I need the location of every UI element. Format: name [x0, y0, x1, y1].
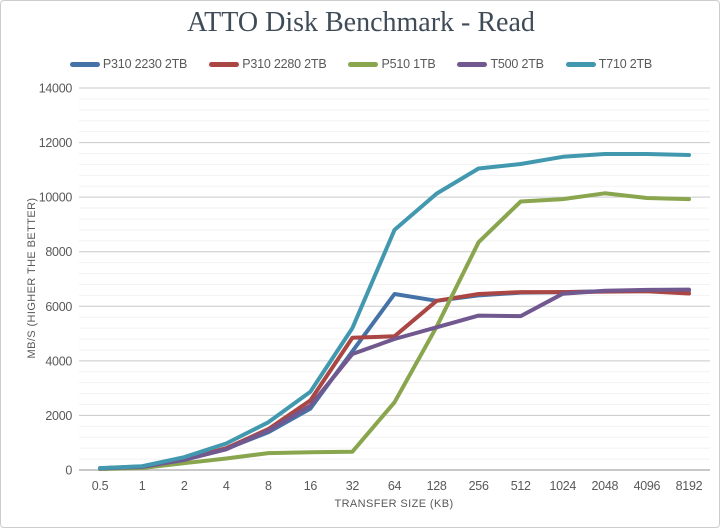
series-line-t710-2tb [98, 152, 691, 471]
x-tick-label: 0.5 [92, 479, 109, 493]
x-tick-label: 4096 [634, 479, 661, 493]
series-line-p310-2280-2tb [98, 289, 691, 471]
x-tick-label: 8 [265, 479, 272, 493]
x-tick-label: 1024 [549, 479, 576, 493]
x-tick-label: 4 [223, 479, 230, 493]
x-tick-label: 16 [304, 479, 318, 493]
y-tick-label: 10000 [39, 191, 73, 205]
x-tick-label: 8192 [676, 479, 703, 493]
x-tick-label: 32 [346, 479, 360, 493]
series-line-p510-1tb [98, 191, 691, 471]
legend-marker-icon [348, 61, 379, 67]
x-tick-label: 1 [139, 479, 146, 493]
x-tick-label: 256 [469, 479, 489, 493]
x-tick-label: 2 [181, 479, 188, 493]
legend-marker-icon [69, 61, 100, 67]
legend-label: P510 1TB [381, 57, 436, 71]
y-tick-label: 2000 [45, 409, 72, 423]
y-tick-label: 14000 [39, 82, 73, 96]
legend-label: P310 2280 2TB [242, 57, 327, 71]
legend-marker-icon [209, 61, 240, 67]
series-line-t500-2tb [98, 287, 691, 471]
legend-marker-icon [457, 61, 488, 67]
chart-legend: P310 2230 2TB P310 2280 2TB P510 1TB T500 2… [1, 57, 719, 71]
legend-item-t710-2tb: T710 2TB [565, 57, 653, 71]
legend-label: T500 2TB [490, 57, 544, 71]
y-tick-label: 8000 [45, 245, 72, 259]
legend-item-t500-2tb: T500 2TB [457, 57, 544, 71]
x-axis-title: TRANSFER SIZE (KB) [334, 498, 454, 510]
y-tick-label: 0 [65, 464, 72, 478]
y-tick-label: 6000 [45, 300, 72, 314]
x-tick-label: 64 [388, 479, 402, 493]
y-tick-label: 4000 [45, 354, 72, 368]
legend-item-p510-1tb: P510 1TB [348, 57, 436, 71]
legend-item-p310-2280-2tb: P310 2280 2TB [209, 57, 327, 71]
legend-item-p310-2230-2tb: P310 2230 2TB [69, 57, 188, 71]
legend-label: T710 2TB [598, 57, 653, 71]
legend-label: P310 2230 2TB [102, 57, 188, 71]
chart-title: ATTO Disk Benchmark - Read [187, 7, 535, 38]
legend-marker-icon [565, 61, 596, 67]
x-tick-label: 512 [511, 479, 531, 493]
x-tick-label: 128 [427, 479, 447, 493]
y-tick-label: 12000 [39, 136, 73, 150]
x-tick-label: 2048 [592, 479, 619, 493]
